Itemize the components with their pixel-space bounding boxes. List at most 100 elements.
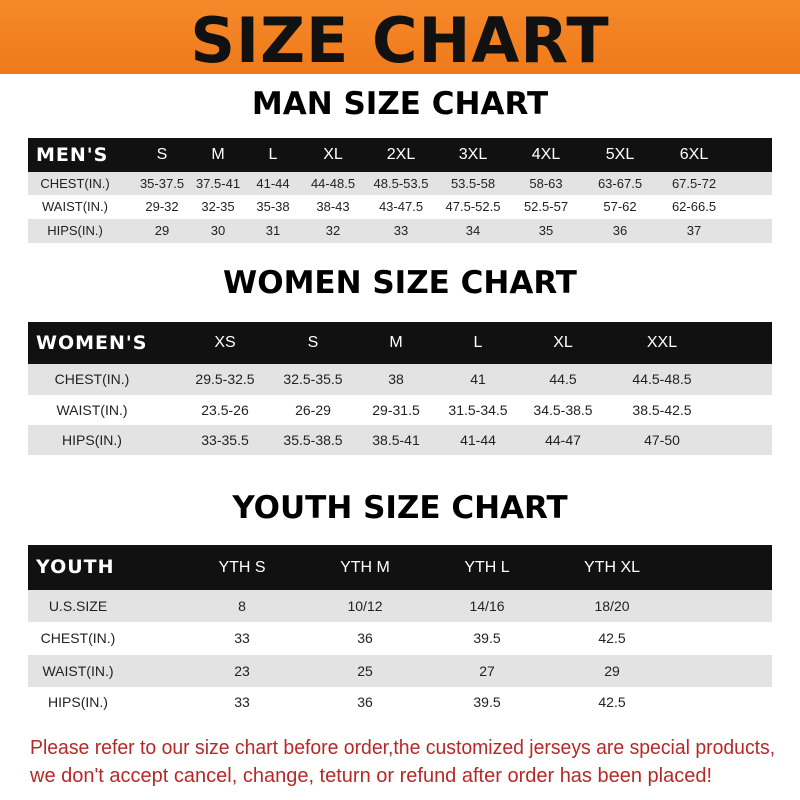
table-cell: 25	[357, 663, 373, 679]
table-cell: 52.5-57	[523, 199, 569, 214]
page-title: SIZE CHART	[190, 4, 610, 77]
table-cell: 37	[686, 223, 702, 238]
table-row: WAIST(IN.) 23.5-26 26-29 29-31.5 31.5-34.5 34…	[28, 395, 772, 425]
table-cell: 41-44	[256, 176, 290, 191]
measure-label-cell: WAIST(IN.)	[42, 663, 114, 679]
size-header-cell: XL	[553, 334, 573, 351]
table-cell: 35.5-38.5	[283, 432, 343, 448]
size-header-cell: YTH L	[464, 559, 510, 576]
title-banner: SIZE CHART	[0, 0, 800, 77]
measure-label-cell: U.S.SIZE	[48, 598, 108, 614]
table-row: WAIST(IN.) 23 25 27 29	[28, 655, 772, 687]
table-cell: 31	[265, 223, 281, 238]
youth-size-table: YOUTH YTH S YTH M YTH L YTH XL U.S.SIZE 8 10/12…	[28, 545, 772, 718]
table-cell: 42.5	[598, 630, 626, 646]
table-cell: 31.5-34.5	[448, 402, 508, 418]
table-cell: 47-50	[644, 432, 680, 448]
measure-label-cell: HIPS(IN.)	[47, 223, 103, 238]
table-cell: 36	[357, 694, 373, 710]
table-cell: 27	[479, 663, 495, 679]
size-header-cell: XXL	[646, 334, 678, 351]
size-header-cell: YTH M	[340, 559, 390, 576]
table-cell: 33	[234, 630, 250, 646]
table-cell: 34.5-38.5	[533, 402, 593, 418]
size-header-cell: XL	[323, 146, 343, 163]
table-cell: 34	[465, 223, 481, 238]
table-row: HIPS(IN.) 29 30 31 32 33 34 35 36 37	[28, 219, 772, 243]
table-cell: 26-29	[295, 402, 331, 418]
table-cell: 38-43	[316, 199, 350, 214]
size-header-cell: YTH XL	[583, 559, 641, 576]
measure-label-cell: WAIST(IN.)	[42, 199, 108, 214]
size-header-cell: S	[156, 146, 168, 163]
table-cell: 44.5	[549, 371, 577, 387]
table-cell: 35-38	[256, 199, 290, 214]
table-cell: 38.5-41	[372, 432, 420, 448]
table-cell: 53.5-58	[450, 176, 496, 191]
table-cell: 38.5-42.5	[632, 402, 692, 418]
table-row: CHEST(IN.) 33 36 39.5 42.5	[28, 622, 772, 655]
table-cell: 47.5-52.5	[445, 199, 501, 214]
table-cell: 38	[388, 371, 404, 387]
size-header-cell: 2XL	[386, 146, 416, 163]
table-cell: 14/16	[469, 598, 505, 614]
table-cell: 39.5	[473, 694, 501, 710]
table-cell: 23	[234, 663, 250, 679]
table-cell: 29	[154, 223, 170, 238]
measure-label-cell: WAIST(IN.)	[56, 402, 128, 418]
table-title-cell: MEN'S	[36, 144, 109, 166]
table-cell: 57-62	[603, 199, 637, 214]
table-cell: 36	[612, 223, 628, 238]
table-cell: 43-47.5	[378, 199, 424, 214]
youth-section-title: YOUTH SIZE CHART	[232, 490, 568, 526]
table-cell: 62-66.5	[671, 199, 717, 214]
table-cell: 42.5	[598, 694, 626, 710]
table-cell: 30	[210, 223, 226, 238]
table-row: WAIST(IN.) 29-32 32-35 35-38 38-43 43-47.5 47.…	[28, 195, 772, 219]
measure-label-cell: CHEST(IN.)	[40, 176, 110, 191]
size-header-cell: M	[211, 146, 225, 163]
size-header-cell: YTH S	[218, 559, 266, 576]
size-header-cell: 4XL	[531, 146, 561, 163]
table-cell: 35-37.5	[139, 176, 185, 191]
men-size-table: MEN'S S M L XL 2XL 3XL 4XL 5XL 6XL CHEST(IN.) 35-37…	[28, 138, 772, 243]
notice-line-2: we don't accept cancel, change, teturn o…	[30, 765, 713, 787]
size-header-cell: S	[307, 334, 319, 351]
table-cell: 32-35	[201, 199, 235, 214]
table-cell: 10/12	[347, 598, 383, 614]
table-cell: 33	[234, 694, 250, 710]
table-cell: 44-48.5	[310, 176, 356, 191]
table-row: CHEST(IN.) 29.5-32.5 32.5-35.5 38 41 44.5 44.5…	[28, 364, 772, 395]
size-header-cell: L	[268, 146, 278, 163]
measure-label-cell: CHEST(IN.)	[54, 371, 130, 387]
size-header-cell: XS	[214, 334, 236, 351]
size-header-cell: L	[473, 334, 483, 351]
table-row: HIPS(IN.) 33 36 39.5 42.5	[28, 687, 772, 718]
table-cell: 39.5	[473, 630, 501, 646]
measure-label-cell: CHEST(IN.)	[40, 630, 116, 646]
table-cell: 29-31.5	[372, 402, 420, 418]
table-row: CHEST(IN.) 35-37.5 37.5-41 41-44 44-48.5 48.5…	[28, 172, 772, 195]
size-header-cell: 6XL	[679, 146, 709, 163]
table-cell: 37.5-41	[195, 176, 241, 191]
table-row: HIPS(IN.) 33-35.5 35.5-38.5 38.5-41 41-44 44-…	[28, 425, 772, 455]
table-cell: 44.5-48.5	[632, 371, 692, 387]
table-cell: 44-47	[545, 432, 581, 448]
table-header-row: MEN'S S M L XL 2XL 3XL 4XL 5XL 6XL	[28, 138, 772, 172]
table-cell: 29.5-32.5	[195, 371, 255, 387]
table-cell: 23.5-26	[201, 402, 249, 418]
table-cell: 63-67.5	[597, 176, 643, 191]
table-cell: 29-32	[145, 199, 179, 214]
table-header-row: WOMEN'S XS S M L XL XXL	[28, 322, 772, 364]
table-cell: 32.5-35.5	[283, 371, 343, 387]
table-header-row: YOUTH YTH S YTH M YTH L YTH XL	[28, 545, 772, 590]
measure-label-cell: HIPS(IN.)	[62, 432, 122, 448]
men-section-title: MAN SIZE CHART	[251, 86, 549, 122]
table-cell: 8	[238, 598, 246, 614]
women-size-table: WOMEN'S XS S M L XL XXL CHEST(IN.) 29.5-32.5 32.5…	[28, 322, 772, 455]
table-row: U.S.SIZE 8 10/12 14/16 18/20	[28, 590, 772, 622]
table-cell: 33-35.5	[201, 432, 249, 448]
size-header-cell: 5XL	[605, 146, 635, 163]
size-header-cell: M	[389, 334, 403, 351]
table-cell: 36	[357, 630, 373, 646]
